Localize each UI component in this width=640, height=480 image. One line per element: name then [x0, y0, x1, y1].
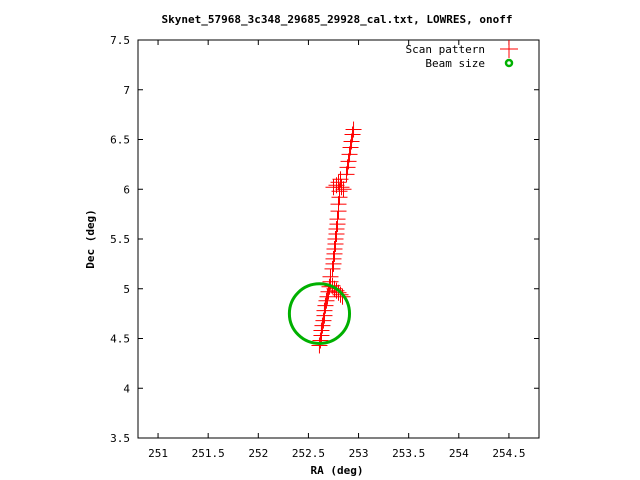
scan-point — [335, 181, 352, 198]
y-tick-label: 4 — [123, 382, 130, 395]
scan-point — [343, 133, 360, 150]
scan-point — [326, 240, 343, 257]
scan-point — [330, 174, 347, 191]
scan-point — [324, 260, 341, 277]
y-axis-label: Dec (deg) — [84, 209, 97, 269]
scan-point — [322, 268, 339, 285]
scan-point — [333, 179, 350, 196]
y-tick-label: 7.5 — [110, 34, 130, 47]
y-tick-label: 5.5 — [110, 233, 130, 246]
y-tick-label: 5 — [123, 283, 130, 296]
x-tick-label: 251.5 — [192, 447, 225, 460]
x-tick-label: 253 — [349, 447, 369, 460]
x-tick-label: 252 — [248, 447, 268, 460]
scan-point — [311, 337, 328, 354]
x-tick-label: 253.5 — [392, 447, 425, 460]
scan-point — [317, 297, 334, 314]
y-tick-label: 4.5 — [110, 333, 130, 346]
y-tick-label: 3.5 — [110, 432, 130, 445]
scan-point — [314, 317, 331, 334]
legend: Scan pattern Beam size — [406, 40, 518, 70]
legend-swatch-beam-size — [504, 58, 514, 68]
scan-point — [327, 231, 344, 247]
scan-point — [330, 284, 347, 301]
scan-point — [341, 146, 358, 163]
legend-swatch-scan-pattern — [500, 40, 518, 58]
scan-point — [338, 166, 355, 183]
scan-point — [339, 159, 356, 176]
scan-point — [345, 121, 362, 138]
y-tick-label: 6 — [123, 183, 130, 196]
beam-size-series — [287, 282, 352, 345]
scan-point — [316, 302, 333, 319]
axis-ticks: 251 251.5 252 252.5 253 253.5 254 254.5 3.5 4 4.5 5… — [110, 34, 539, 460]
scan-point — [340, 153, 357, 170]
x-tick-label: 254.5 — [492, 447, 525, 460]
chart-title: Skynet_57968_3c348_29685_29928_cal.txt, … — [162, 13, 513, 26]
scan-point — [342, 139, 359, 156]
y-tick-label: 6.5 — [110, 134, 130, 147]
beam-circle — [287, 282, 352, 345]
x-tick-label: 251 — [148, 447, 168, 460]
scan-pattern-series — [311, 121, 362, 354]
scan-point — [315, 312, 332, 329]
scan-point — [325, 250, 342, 267]
scan-point — [330, 196, 347, 213]
scan-point — [344, 126, 361, 143]
x-tick-label: 254 — [449, 447, 469, 460]
scan-point — [313, 322, 330, 339]
legend-label-beam-size: Beam size — [425, 57, 485, 70]
scan-point — [312, 332, 329, 349]
x-axis-label: RA (deg) — [311, 464, 364, 477]
scan-point — [329, 211, 346, 228]
scan-point — [332, 286, 349, 303]
scan-point — [328, 221, 345, 238]
scan-point — [318, 292, 335, 309]
x-tick-label: 252.5 — [292, 447, 325, 460]
y-tick-label: 7 — [123, 84, 130, 97]
legend-label-scan-pattern: Scan pattern — [406, 43, 485, 56]
scan-point — [331, 183, 348, 200]
